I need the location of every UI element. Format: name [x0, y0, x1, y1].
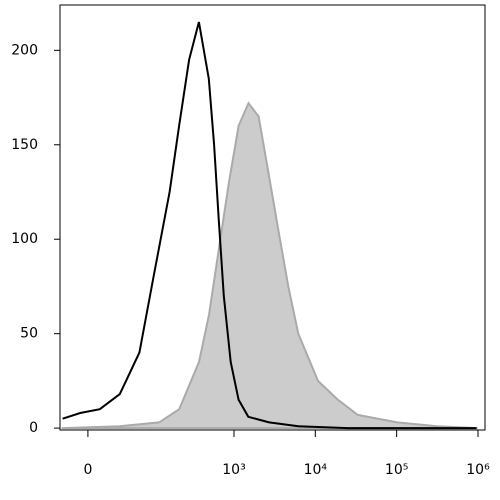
- y-tick-label: 50: [20, 326, 38, 342]
- x-tick-label: 10³: [222, 462, 245, 478]
- y-tick-label: 150: [11, 137, 38, 153]
- x-tick-label: 0: [83, 462, 92, 478]
- plot-frame: [59, 4, 486, 431]
- x-tick-label: 10⁶: [466, 462, 490, 478]
- x-tick-label: 10⁵: [385, 462, 408, 478]
- y-tick-label: 100: [11, 231, 38, 247]
- y-tick-label: 0: [29, 420, 38, 436]
- histogram-line: [62, 21, 477, 430]
- x-tick-label: 10⁴: [304, 462, 328, 478]
- y-tick-label: 200: [11, 42, 38, 58]
- histogram-area: [61, 101, 478, 430]
